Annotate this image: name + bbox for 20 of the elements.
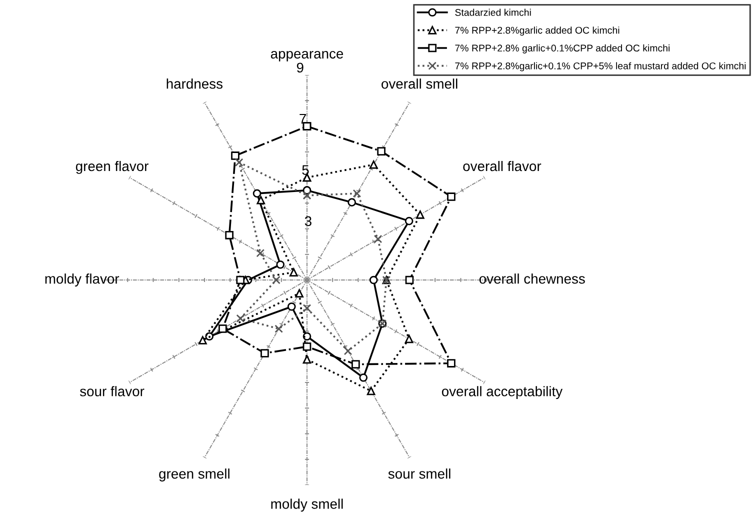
spoke-label: sour smell bbox=[388, 468, 450, 479]
spoke-label: appearance bbox=[270, 50, 344, 62]
legend-label: 7% RPP+2.8% garlic+0.1%CPP added OC kimchi bbox=[455, 44, 670, 54]
legend-label: 7% RPP+2.8%garlic+0.1% CPP+5% leaf mustard added OC kimchi bbox=[455, 62, 746, 72]
spoke-label: green smell bbox=[159, 468, 230, 482]
spoke-label: green flavor bbox=[76, 160, 148, 174]
spoke-label: sour flavor bbox=[80, 386, 144, 396]
legend-label: 7% RPP+2.8%garlic added OC kimchi bbox=[455, 26, 620, 36]
spoke-label: overall smell bbox=[382, 78, 458, 89]
y-tick-label: 9 bbox=[296, 62, 304, 73]
spoke-label: moldy smell bbox=[271, 498, 343, 512]
spoke-label: overall acceptability bbox=[442, 386, 563, 400]
legend-label: Stadarzied kimchi bbox=[455, 8, 531, 16]
spoke-label: hardness bbox=[166, 78, 222, 89]
y-tick-label: 5 bbox=[302, 165, 309, 175]
spoke-label: overall flavor bbox=[463, 160, 542, 172]
spoke-label: overall chewness bbox=[479, 274, 585, 284]
y-tick-label: 3 bbox=[304, 216, 312, 226]
spoke-label: moldy flavor bbox=[45, 274, 120, 286]
y-tick-label: 7 bbox=[300, 114, 306, 124]
